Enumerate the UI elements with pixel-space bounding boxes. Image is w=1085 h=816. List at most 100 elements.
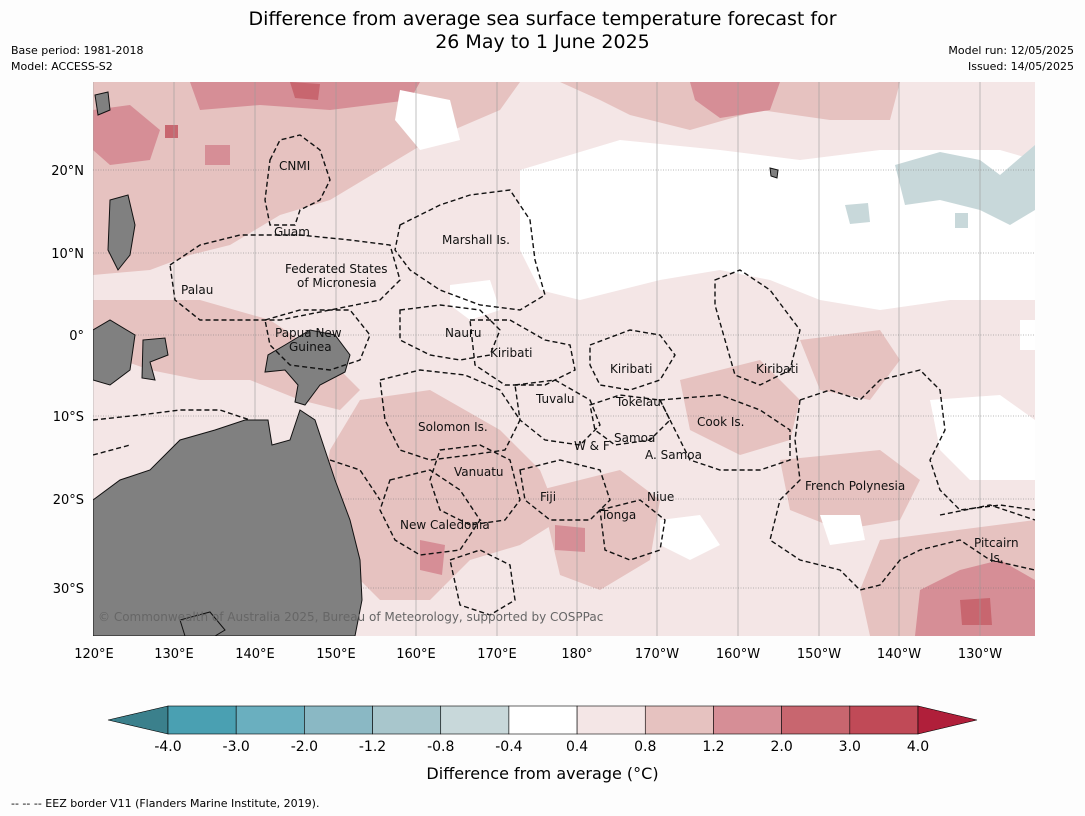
label-pitcairn-line2: Is.	[990, 551, 1004, 565]
meta-right: Model run: 12/05/2025 Issued: 14/05/2025	[948, 43, 1074, 75]
colorbar-segment	[781, 705, 851, 735]
label-fiji: Fiji	[540, 490, 556, 504]
map-area: CNMI Guam Marshall Is. Federated States …	[93, 82, 1035, 636]
borneo	[93, 319, 136, 386]
colorbar-segment	[235, 705, 305, 735]
eez-legend-note: -- -- -- EEZ border V11 (Flanders Marine…	[11, 797, 320, 810]
colorbar-tick: 2.0	[771, 739, 793, 755]
land-masses	[93, 91, 779, 636]
hawaii	[769, 167, 779, 179]
colorbar-tick: 0.8	[634, 739, 656, 755]
colorbar-tick: -1.2	[359, 739, 386, 755]
model-run: Model run: 12/05/2025	[948, 44, 1074, 57]
label-tuvalu: Tuvalu	[535, 392, 575, 406]
colorbar-tick: 4.0	[907, 739, 929, 755]
colorbar-segment	[508, 705, 578, 735]
issued-date: Issued: 14/05/2025	[967, 60, 1074, 73]
label-samoa: Samoa	[614, 431, 655, 445]
label-fsm-line2: of Micronesia	[297, 276, 377, 290]
label-cnmi: CNMI	[279, 159, 310, 173]
lon-tick: 130°E	[154, 647, 194, 662]
label-french-polynesia: French Polynesia	[805, 479, 905, 493]
lon-tick: 150°W	[797, 647, 841, 662]
colorbar-tick: -0.8	[427, 739, 454, 755]
label-niue: Niue	[647, 490, 674, 504]
colorbar-segment	[713, 705, 782, 735]
label-palau: Palau	[181, 283, 213, 297]
colorbar-segment	[304, 705, 373, 735]
eez-borders	[93, 134, 1035, 616]
lon-tick: 130°W	[958, 647, 1002, 662]
lat-tick: 30°S	[53, 582, 84, 597]
colorbar-segment	[849, 705, 919, 735]
philippines	[107, 194, 136, 271]
lon-tick: 170°E	[477, 647, 517, 662]
colorbar-tick: 3.0	[839, 739, 861, 755]
anomaly-2-0-to-3-0	[165, 82, 992, 625]
label-png-line2: Guinea	[289, 340, 332, 354]
lon-tick: 160°W	[716, 647, 760, 662]
base-period: Base period: 1981-2018	[11, 44, 144, 57]
colorbar-tick-labels: -4.0 -3.0 -2.0 -1.2 -0.8 -0.4 0.4 0.8 1.2 2.0 3.0 4…	[154, 739, 929, 755]
model-name: Model: ACCESS-S2	[11, 60, 113, 73]
new-guinea	[264, 329, 351, 406]
longitude-tick-labels: 120°E 130°E 140°E 150°E 160°E 170°E 180°…	[74, 647, 1002, 662]
colorbar-segment	[644, 705, 714, 735]
lon-tick: 170°W	[635, 647, 679, 662]
colorbar-extend-high	[917, 705, 978, 735]
label-fsm-line1: Federated States	[285, 262, 387, 276]
lon-tick: 140°E	[235, 647, 275, 662]
colorbar-segment	[167, 705, 237, 735]
lon-tick: 140°W	[877, 647, 921, 662]
colorbar-tick: 0.4	[566, 739, 588, 755]
label-tonga: Tonga	[600, 508, 636, 522]
colorbar-extend-low	[107, 705, 169, 735]
colorbar-tick: -4.0	[154, 739, 181, 755]
latitude-gridlines	[93, 169, 1035, 589]
lat-tick: 20°S	[53, 493, 84, 508]
label-american-samoa: A. Samoa	[645, 448, 702, 462]
title-line-1: Difference from average sea surface temp…	[248, 8, 837, 30]
label-nauru: Nauru	[445, 326, 481, 340]
colorbar-segment	[576, 705, 646, 735]
new-zealand-top	[179, 611, 226, 636]
australia	[93, 409, 363, 636]
label-marshall-is: Marshall Is.	[442, 233, 510, 247]
lon-tick: 160°E	[396, 647, 436, 662]
taiwan	[94, 91, 111, 116]
lat-tick: 10°S	[53, 410, 84, 425]
label-pitcairn-line1: Pitcairn	[974, 536, 1019, 550]
label-guam: Guam	[274, 225, 310, 239]
colorbar-tick: -3.0	[223, 739, 250, 755]
label-kiribati-central: Kiribati	[610, 362, 652, 376]
map-title: Difference from average sea surface temp…	[0, 8, 1085, 54]
colorbar-segment	[372, 705, 442, 735]
label-kiribati-east: Kiribati	[756, 362, 798, 376]
anomaly-negative	[845, 145, 1035, 228]
label-new-caledonia: New Caledonia	[400, 518, 490, 532]
lat-tick: 20°N	[51, 164, 84, 179]
colorbar-tick: 1.2	[702, 739, 724, 755]
colorbar	[107, 705, 978, 735]
colorbar-tick: -0.4	[495, 739, 522, 755]
sulawesi	[141, 337, 169, 381]
copyright-text: © Commonwealth of Australia 2025, Bureau…	[98, 610, 603, 624]
lat-tick: 10°N	[51, 247, 84, 262]
latitude-tick-labels: 20°N 10°N 0° 10°S 20°S 30°S	[51, 164, 84, 597]
label-tokelau: Tokelau	[615, 395, 661, 409]
label-png-line1: Papua New	[275, 326, 342, 340]
label-cook-is: Cook Is.	[697, 415, 744, 429]
region-labels: CNMI Guam Marshall Is. Federated States …	[181, 159, 1019, 565]
colorbar-segment	[440, 705, 510, 735]
lon-tick: 150°E	[316, 647, 356, 662]
label-solomon-is: Solomon Is.	[418, 420, 488, 434]
meta-left: Base period: 1981-2018 Model: ACCESS-S2	[11, 43, 143, 75]
colorbar-label: Difference from average (°C)	[426, 764, 659, 783]
label-wallis-futuna: W & F	[574, 439, 610, 453]
label-kiribati-west: Kiribati	[490, 346, 532, 360]
lon-tick: 120°E	[74, 647, 114, 662]
lat-tick: 0°	[69, 329, 84, 344]
label-vanuatu: Vanuatu	[454, 465, 504, 479]
colorbar-tick: -2.0	[291, 739, 318, 755]
